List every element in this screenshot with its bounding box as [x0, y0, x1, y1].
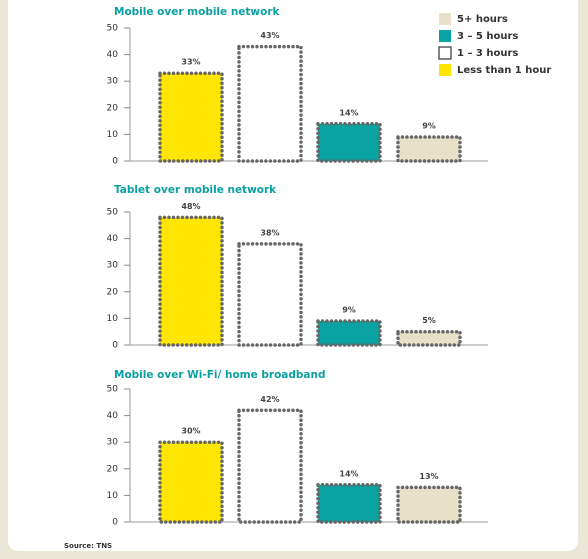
value-label: 13%	[419, 472, 438, 481]
y-tick-label: 20	[107, 464, 119, 474]
bar	[237, 44, 303, 163]
y-tick-label: 10	[107, 491, 119, 501]
bar	[316, 319, 382, 347]
legend-swatch	[439, 13, 451, 25]
bar	[237, 242, 303, 347]
y-tick-label: 40	[107, 50, 119, 60]
value-label: 14%	[339, 469, 358, 478]
y-tick-label: 10	[107, 314, 119, 324]
bar	[237, 408, 303, 524]
value-label: 5%	[422, 316, 436, 325]
legend-swatch	[438, 46, 452, 60]
value-label: 14%	[339, 108, 358, 117]
y-tick-label: 30	[107, 261, 119, 271]
bar	[158, 215, 224, 347]
chart-title: Mobile over mobile network	[114, 6, 281, 18]
y-tick-label: 50	[107, 24, 119, 34]
y-tick-label: 30	[107, 77, 119, 87]
value-label: 30%	[181, 427, 200, 436]
legend-label: 1 – 3 hours	[457, 48, 518, 59]
bar	[158, 440, 224, 524]
legend-label: Less than 1 hour	[457, 65, 551, 76]
bar	[396, 329, 462, 347]
bar	[396, 485, 462, 524]
y-tick-label: 40	[107, 234, 119, 244]
value-label: 48%	[181, 202, 200, 211]
bar	[316, 483, 382, 524]
bar	[316, 122, 382, 163]
value-label: 9%	[422, 122, 436, 131]
value-label: 38%	[260, 228, 279, 237]
y-tick-label: 10	[107, 130, 119, 140]
y-tick-label: 50	[107, 385, 119, 395]
value-label: 43%	[260, 31, 279, 40]
y-tick-label: 20	[107, 287, 119, 297]
y-tick-label: 0	[112, 157, 118, 167]
source: Source: TNS	[64, 542, 112, 550]
y-tick-label: 0	[112, 518, 118, 528]
y-tick-label: 30	[107, 438, 119, 448]
legend-swatch	[439, 30, 451, 42]
y-tick-label: 50	[107, 208, 119, 218]
y-tick-label: 20	[107, 103, 119, 113]
y-tick-label: 0	[112, 341, 118, 351]
value-label: 9%	[342, 306, 356, 315]
legend-swatch	[439, 64, 451, 76]
y-tick-label: 40	[107, 411, 119, 421]
value-label: 42%	[260, 395, 279, 404]
bar	[396, 135, 462, 163]
legend-label: 5+ hours	[457, 14, 508, 25]
chart-title: Tablet over mobile network	[114, 184, 277, 196]
value-label: 33%	[181, 58, 200, 67]
bar	[158, 71, 224, 163]
legend-label: 3 – 5 hours	[457, 31, 518, 42]
chart-title: Mobile over Wi-Fi/ home broadband	[114, 369, 325, 381]
